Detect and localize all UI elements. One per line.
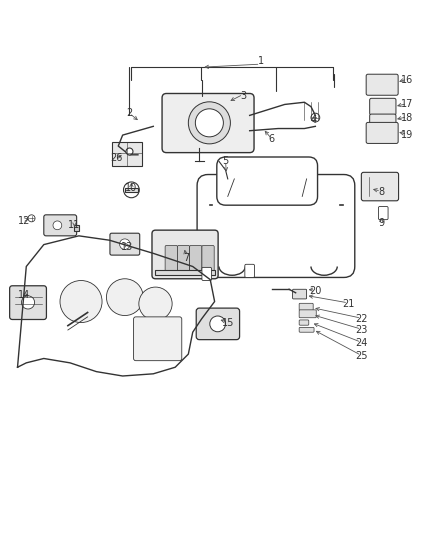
Text: 16: 16 xyxy=(401,75,413,85)
Text: 11: 11 xyxy=(68,220,81,230)
FancyBboxPatch shape xyxy=(134,317,182,361)
Text: 22: 22 xyxy=(355,314,367,324)
Text: 10: 10 xyxy=(125,183,138,192)
FancyBboxPatch shape xyxy=(299,320,309,325)
FancyBboxPatch shape xyxy=(196,308,240,340)
FancyBboxPatch shape xyxy=(152,230,218,279)
FancyBboxPatch shape xyxy=(165,246,177,272)
Text: 12: 12 xyxy=(18,215,30,225)
Text: 25: 25 xyxy=(355,351,367,361)
Text: 23: 23 xyxy=(355,325,367,335)
Circle shape xyxy=(139,287,172,320)
Text: 26: 26 xyxy=(110,153,122,163)
FancyBboxPatch shape xyxy=(299,310,316,318)
FancyBboxPatch shape xyxy=(10,286,46,319)
Circle shape xyxy=(106,279,143,316)
FancyBboxPatch shape xyxy=(110,233,140,255)
Bar xyxy=(155,270,215,275)
Circle shape xyxy=(53,221,62,230)
FancyBboxPatch shape xyxy=(197,174,355,278)
FancyBboxPatch shape xyxy=(202,246,214,272)
Circle shape xyxy=(28,215,35,222)
FancyBboxPatch shape xyxy=(44,215,77,236)
Text: 18: 18 xyxy=(401,112,413,123)
Circle shape xyxy=(60,280,102,322)
FancyBboxPatch shape xyxy=(293,289,307,299)
Circle shape xyxy=(210,316,226,332)
Text: 6: 6 xyxy=(268,134,275,144)
Text: 4: 4 xyxy=(310,115,316,125)
Text: 7: 7 xyxy=(183,253,189,263)
Circle shape xyxy=(120,239,130,249)
Text: 21: 21 xyxy=(342,298,354,309)
FancyBboxPatch shape xyxy=(361,172,399,201)
Circle shape xyxy=(195,109,223,137)
Text: 19: 19 xyxy=(401,130,413,140)
Text: 24: 24 xyxy=(355,338,367,348)
FancyBboxPatch shape xyxy=(366,123,398,143)
FancyBboxPatch shape xyxy=(162,93,254,152)
Text: 3: 3 xyxy=(240,91,246,101)
FancyBboxPatch shape xyxy=(299,327,314,332)
Text: 14: 14 xyxy=(18,290,30,300)
Text: 2: 2 xyxy=(126,108,132,118)
Circle shape xyxy=(311,113,320,122)
FancyBboxPatch shape xyxy=(378,206,388,220)
Text: 1: 1 xyxy=(258,55,264,66)
Text: 20: 20 xyxy=(309,286,321,296)
FancyBboxPatch shape xyxy=(245,264,254,278)
Circle shape xyxy=(124,182,139,198)
FancyBboxPatch shape xyxy=(370,114,396,127)
FancyBboxPatch shape xyxy=(370,98,396,115)
Text: 13: 13 xyxy=(121,242,133,252)
Text: 5: 5 xyxy=(223,156,229,166)
FancyBboxPatch shape xyxy=(202,268,212,280)
Circle shape xyxy=(21,296,35,309)
FancyBboxPatch shape xyxy=(177,246,190,272)
FancyBboxPatch shape xyxy=(366,74,398,95)
Text: 15: 15 xyxy=(222,318,234,328)
Text: 8: 8 xyxy=(378,187,384,197)
Bar xyxy=(112,142,142,166)
Bar xyxy=(74,225,79,231)
FancyBboxPatch shape xyxy=(299,303,313,310)
Text: 9: 9 xyxy=(378,217,384,228)
Bar xyxy=(125,188,138,192)
Text: 17: 17 xyxy=(401,100,413,109)
Circle shape xyxy=(223,176,233,187)
FancyBboxPatch shape xyxy=(190,246,202,272)
Circle shape xyxy=(188,102,230,144)
FancyBboxPatch shape xyxy=(217,157,318,205)
